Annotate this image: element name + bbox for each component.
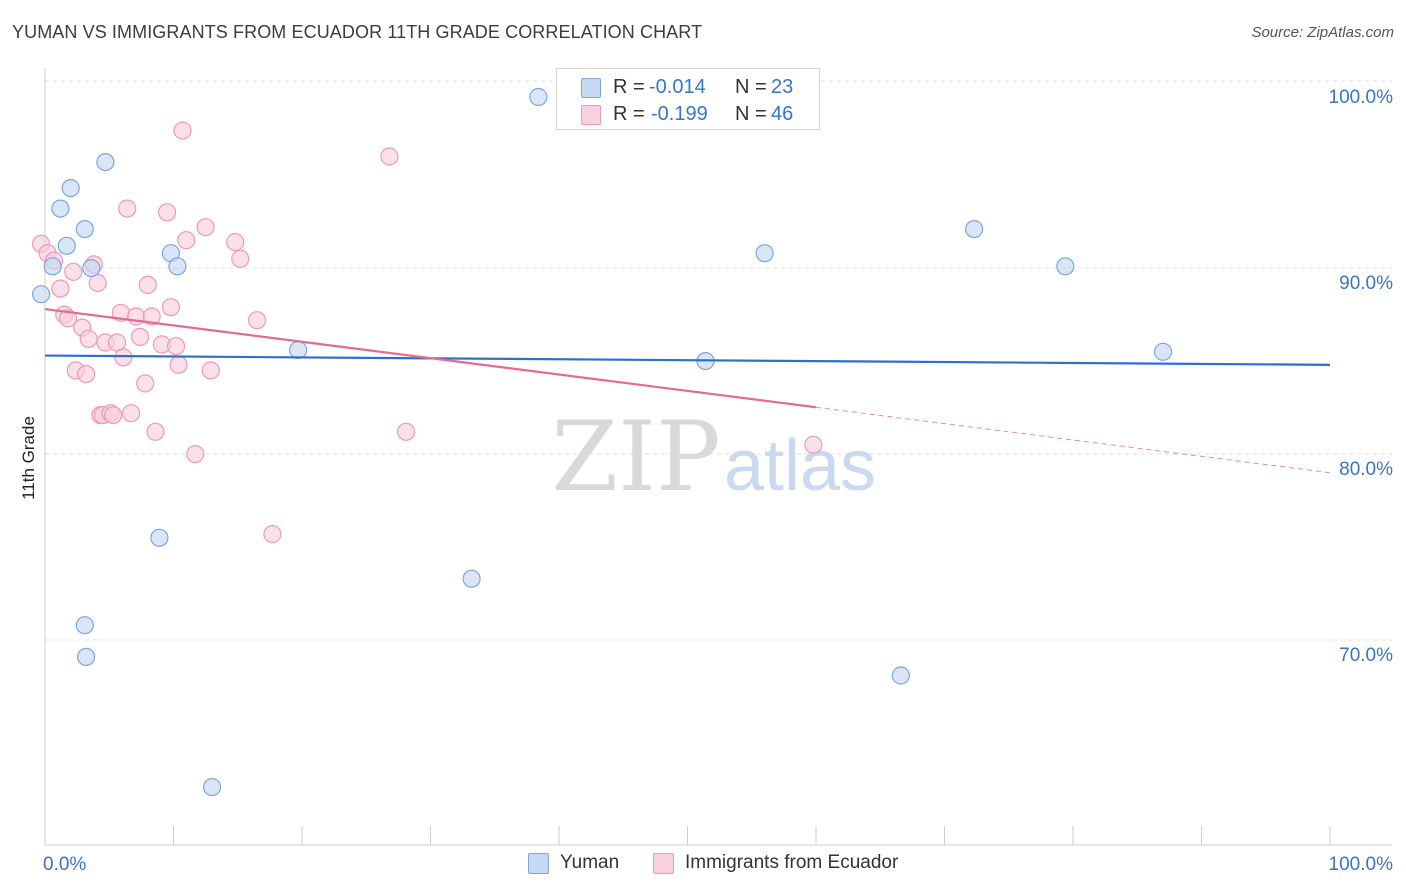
- ecuador-point-35: [177, 231, 196, 250]
- ecuador-point-34: [173, 121, 192, 140]
- yuman-point-10: [150, 528, 169, 547]
- r-value: -0.014: [649, 76, 706, 98]
- x-tick-label-min: 0.0%: [43, 854, 86, 875]
- ecuador-point-26: [138, 275, 157, 294]
- ecuador-point-10: [79, 329, 98, 348]
- ecuador-point-39: [226, 233, 245, 252]
- r-label: R =: [613, 103, 645, 125]
- yuman-point-16: [529, 87, 548, 107]
- yuman-point-21: [1056, 257, 1075, 276]
- yuman-point-1: [43, 257, 62, 276]
- yuman-point-9: [96, 153, 115, 172]
- yuman-point-22: [1153, 342, 1173, 361]
- yuman-point-12: [168, 257, 187, 276]
- ecuador-point-43: [380, 147, 399, 166]
- yuman-point-20: [964, 220, 984, 239]
- ecuador-point-5: [58, 309, 78, 328]
- yuman-point-0: [31, 285, 51, 304]
- ecuador-trend-line-extrapolated: [815, 406, 1331, 474]
- ecuador-point-44: [397, 422, 416, 441]
- ecuador-point-37: [196, 218, 215, 237]
- ecuador-point-27: [142, 307, 161, 326]
- yuman-point-14: [289, 340, 308, 360]
- ecuador-point-38: [201, 361, 220, 380]
- y-tick-labels: 100.0% 90.0% 80.0% 70.0%: [1329, 87, 1394, 666]
- y-tick-label: 90.0%: [1339, 273, 1393, 294]
- yuman-point-15: [462, 569, 481, 588]
- source-label: Source: ZipAtlas.com: [1251, 24, 1394, 41]
- data-points: [31, 87, 1173, 797]
- r-value: -0.199: [651, 103, 708, 125]
- yuman-swatch: [581, 78, 601, 98]
- yuman-point-7: [75, 616, 94, 635]
- ecuador-point-28: [146, 422, 165, 441]
- ecuador-point-22: [122, 404, 141, 423]
- y-tick-label: 70.0%: [1339, 645, 1393, 666]
- ecuador-point-9: [76, 365, 96, 384]
- yuman-trend-line: [44, 354, 1331, 366]
- ecuador-legend-swatch: [653, 853, 674, 874]
- watermark-atlas: atlas: [724, 426, 876, 506]
- ecuador-point-25: [136, 374, 155, 393]
- x-tick-labels: 0.0% 100.0%: [43, 854, 1393, 875]
- yuman-point-6: [76, 647, 96, 667]
- ecuador-point-33: [169, 355, 188, 374]
- chart-title: YUMAN VS IMMIGRANTS FROM ECUADOR 11TH GR…: [12, 22, 703, 42]
- n-value: 46: [771, 103, 794, 125]
- watermark-zip: ZIP: [551, 401, 720, 513]
- yuman-point-5: [75, 220, 94, 239]
- legend-label-ecuador: Immigrants from Ecuador: [685, 852, 899, 873]
- yuman-point-18: [755, 244, 774, 263]
- ecuador-point-31: [161, 298, 180, 317]
- y-tick-label: 80.0%: [1339, 459, 1393, 480]
- x-tick-label-max: 100.0%: [1329, 854, 1394, 875]
- ecuador-point-36: [186, 445, 205, 464]
- ecuador-point-30: [158, 203, 177, 222]
- n-label: N =: [735, 103, 767, 125]
- legend-label-yuman: Yuman: [560, 852, 620, 873]
- ecuador-point-20: [114, 348, 133, 367]
- yuman-point-2: [51, 199, 70, 218]
- y-tick-label: 100.0%: [1329, 87, 1394, 108]
- ecuador-point-42: [263, 524, 282, 544]
- ecuador-swatch: [581, 105, 601, 125]
- ecuador-point-32: [167, 337, 186, 356]
- yuman-point-19: [891, 666, 910, 685]
- n-label: N =: [735, 76, 767, 98]
- watermark: ZIP atlas: [551, 401, 876, 513]
- trend-lines: [44, 307, 1331, 474]
- ecuador-trend-line: [44, 307, 817, 409]
- ecuador-point-45: [804, 435, 823, 454]
- ecuador-point-41: [247, 311, 267, 330]
- ecuador-point-6: [64, 262, 83, 281]
- ecuador-point-21: [118, 199, 137, 218]
- r-label: R =: [613, 76, 645, 98]
- yuman-legend-swatch: [528, 853, 549, 874]
- stats-legend: R = -0.014 N = 23 R = -0.199 N = 46: [556, 68, 820, 130]
- axes: [44, 68, 1392, 846]
- yuman-point-3: [57, 236, 76, 255]
- yuman-point-8: [82, 259, 101, 278]
- ecuador-point-24: [131, 327, 150, 346]
- yuman-point-13: [203, 777, 222, 797]
- ecuador-point-40: [231, 249, 250, 268]
- n-value: 23: [771, 76, 794, 98]
- ecuador-point-17: [103, 406, 123, 425]
- yuman-point-4: [61, 179, 80, 198]
- ecuador-point-3: [51, 279, 70, 298]
